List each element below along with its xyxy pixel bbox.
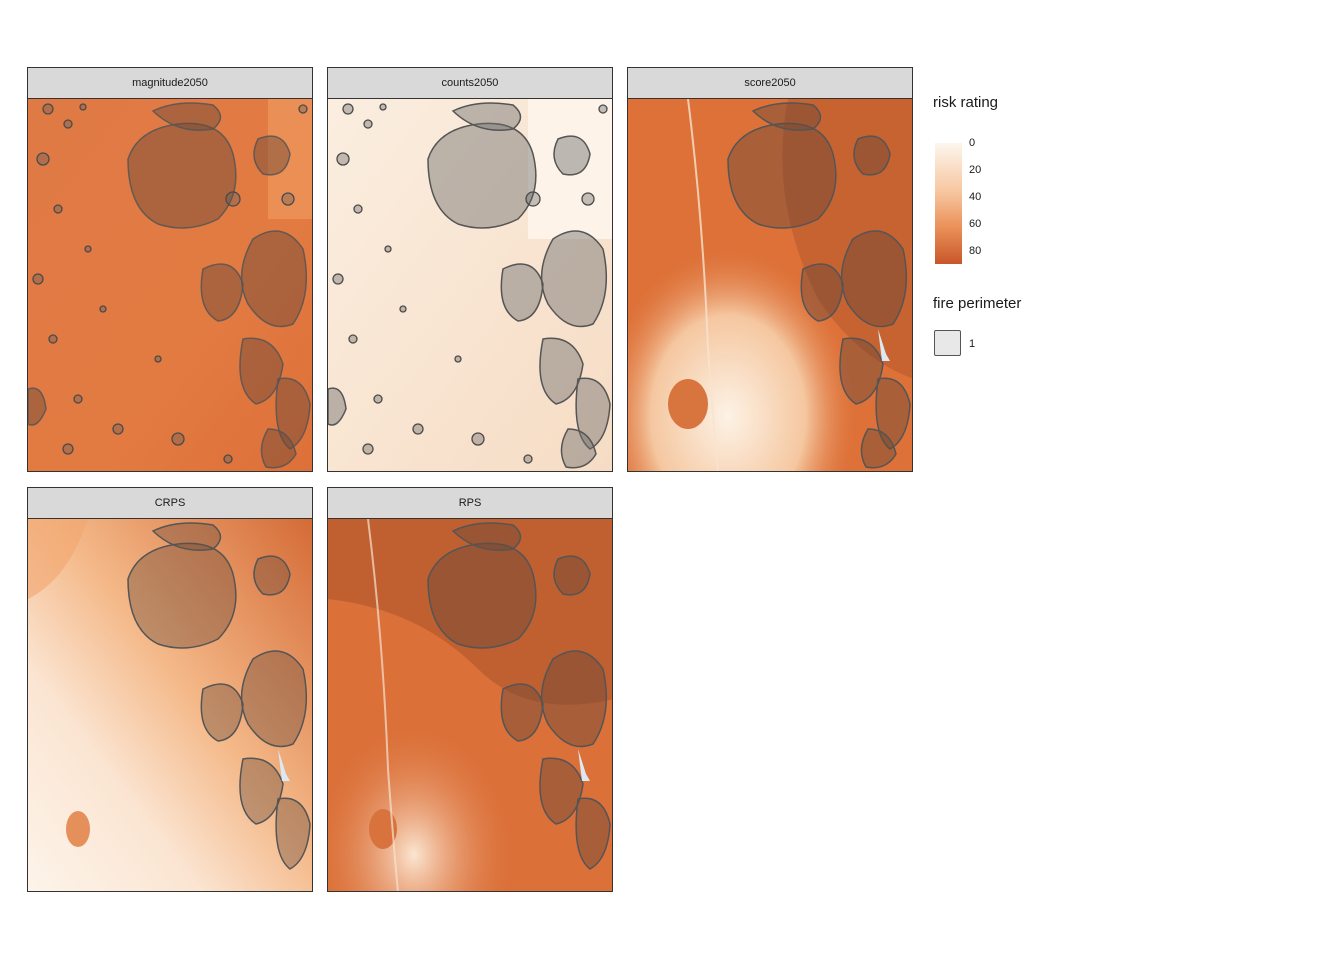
map-panel-crps bbox=[27, 519, 313, 892]
map-panel-score2050 bbox=[627, 99, 913, 472]
legend-tick: 60 bbox=[969, 218, 982, 230]
fire-perimeter-key bbox=[934, 330, 961, 356]
facet-title-rps: RPS bbox=[327, 487, 613, 519]
map-panel-counts2050 bbox=[327, 99, 613, 472]
map-counts2050 bbox=[328, 99, 612, 471]
map-rps bbox=[328, 519, 612, 891]
fire-perimeter-key-label: 1 bbox=[969, 338, 976, 350]
legend-tick: 40 bbox=[969, 191, 982, 203]
legend-tick: 80 bbox=[969, 245, 982, 257]
map-panel-rps bbox=[327, 519, 613, 892]
legend-risk-title: risk rating bbox=[933, 94, 999, 111]
map-panel-magnitude2050 bbox=[27, 99, 313, 472]
legend-perimeter-title: fire perimeter bbox=[933, 295, 1022, 312]
facet-score2050: score2050 bbox=[627, 67, 913, 472]
facet-title-counts2050: counts2050 bbox=[327, 67, 613, 99]
facet-crps: CRPS bbox=[27, 487, 313, 892]
map-crps bbox=[28, 519, 312, 891]
facet-title-magnitude2050: magnitude2050 bbox=[27, 67, 313, 99]
facet-title-crps: CRPS bbox=[27, 487, 313, 519]
map-magnitude2050 bbox=[28, 99, 312, 471]
map-score2050 bbox=[628, 99, 912, 471]
risk-color-ramp bbox=[935, 143, 962, 264]
facet-magnitude2050: magnitude2050 bbox=[27, 67, 313, 472]
facet-rps: RPS bbox=[327, 487, 613, 892]
legend-tick: 0 bbox=[969, 137, 976, 149]
legend-tick: 20 bbox=[969, 164, 982, 176]
facet-counts2050: counts2050 bbox=[327, 67, 613, 472]
facet-title-score2050: score2050 bbox=[627, 67, 913, 99]
